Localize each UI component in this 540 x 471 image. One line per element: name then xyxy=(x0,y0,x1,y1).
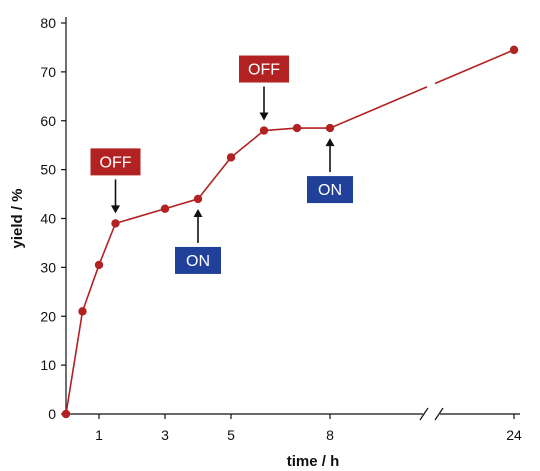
x-tick-label: 5 xyxy=(227,427,235,443)
x-axis-title: time / h xyxy=(287,453,340,470)
data-point xyxy=(226,153,236,162)
off-annotation-box xyxy=(90,148,141,176)
y-tick-label: 70 xyxy=(40,64,56,80)
y-tick-label: 20 xyxy=(40,308,56,324)
series-line-segment xyxy=(164,198,199,210)
x-tick-label: 24 xyxy=(506,427,522,443)
data-point xyxy=(292,123,302,133)
off-annotation-box xyxy=(239,55,289,83)
series-line-segment xyxy=(197,156,232,200)
data-point xyxy=(259,126,269,135)
off-annotation-label: OFF xyxy=(100,154,132,171)
data-point xyxy=(325,123,335,133)
y-tick-label: 80 xyxy=(40,15,56,31)
data-point xyxy=(111,219,120,228)
series-line-segment xyxy=(263,127,298,132)
y-tick-label: 60 xyxy=(40,113,56,129)
series-line-segment xyxy=(230,129,265,159)
data-point xyxy=(94,260,104,270)
data-point xyxy=(78,307,87,316)
on-annotation-label: ON xyxy=(318,182,342,199)
x-tick-label: 1 xyxy=(95,427,103,443)
x-axis-break-mark xyxy=(419,407,429,421)
data-point xyxy=(193,194,203,204)
y-tick-label: 40 xyxy=(40,211,56,227)
y-tick-label: 0 xyxy=(48,406,56,422)
data-point xyxy=(160,204,170,213)
series-line-segment xyxy=(329,86,428,129)
series-line-segment xyxy=(434,49,515,85)
series-line-segment xyxy=(115,207,166,225)
on-annotation-box xyxy=(307,176,353,204)
x-tick-label: 3 xyxy=(161,427,169,443)
on-annotation-box xyxy=(175,246,221,274)
off-annotation-label: OFF xyxy=(248,62,280,79)
x-axis-break-mark xyxy=(434,407,444,421)
on-annotation-label: ON xyxy=(186,253,210,270)
annotation-arrow-head xyxy=(259,112,269,121)
annotation-arrow-head xyxy=(325,138,335,147)
annotation-arrow-head xyxy=(193,208,203,217)
y-tick-label: 50 xyxy=(40,162,56,178)
series-line-segment xyxy=(65,311,84,415)
series-line-segment xyxy=(81,264,100,312)
y-tick-label: 10 xyxy=(40,357,56,373)
series-line-segment xyxy=(98,223,117,266)
x-tick-label: 8 xyxy=(326,427,334,443)
y-axis-title: yield / % xyxy=(9,188,26,248)
data-point xyxy=(61,409,71,419)
data-point xyxy=(509,45,519,55)
annotation-arrow-head xyxy=(111,205,120,214)
y-tick-label: 30 xyxy=(40,259,56,275)
